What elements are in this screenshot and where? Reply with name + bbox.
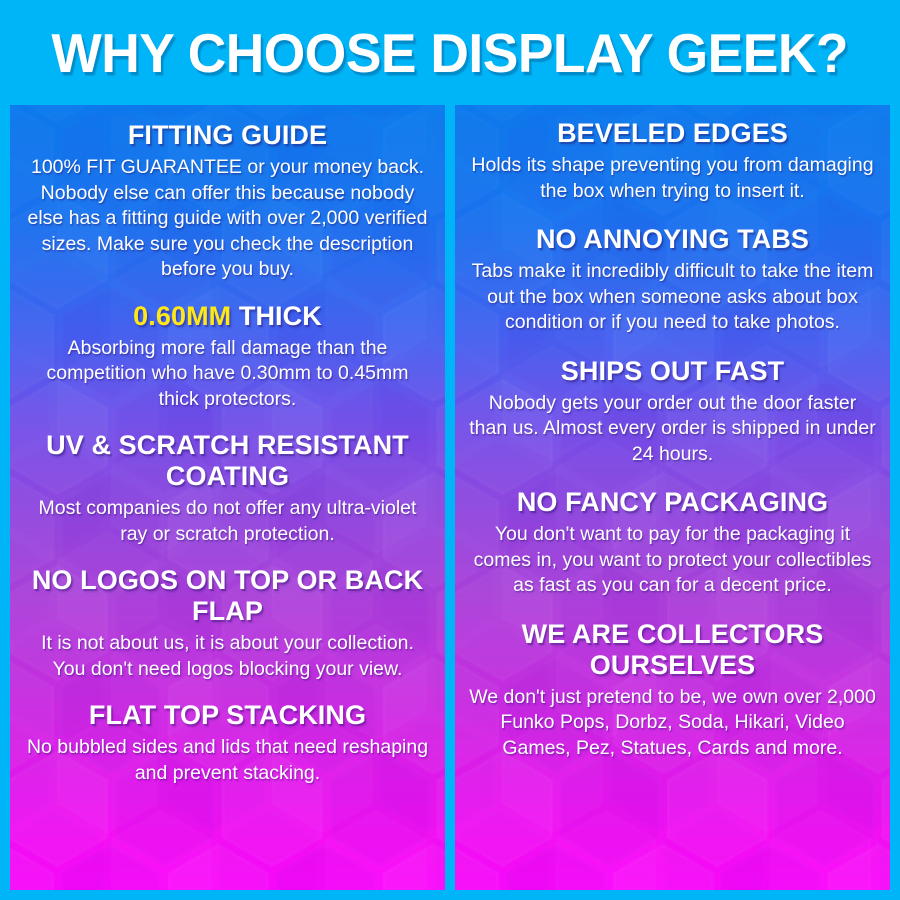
feature-title: WE ARE COLLECTORS OURSELVES [521, 618, 824, 680]
feature-block: FITTING GUIDE 100% FIT GUARANTEE or your … [24, 120, 431, 283]
feature-body: Absorbing more fall damage than the comp… [46, 336, 409, 410]
right-panel-content: BEVELED EDGES Holds its shape preventing … [455, 105, 890, 761]
feature-title: NO LOGOS ON TOP OR BACK FLAP [31, 565, 424, 626]
feature-title: UV & SCRATCH RESISTANT COATING [46, 430, 409, 491]
feature-title: NO ANNOYING TABS [535, 224, 810, 254]
feature-block: FLAT TOP STACKING No bubbled sides and li… [24, 700, 431, 786]
feature-block: NO FANCY PACKAGING You don't want to pay … [469, 487, 876, 599]
columns-wrapper: FITTING GUIDE 100% FIT GUARANTEE or your … [10, 105, 890, 890]
feature-title: BEVELED EDGES [557, 118, 788, 148]
feature-body: We don't just pretend to be, we own over… [469, 685, 876, 759]
feature-title: NO FANCY PACKAGING [516, 487, 829, 517]
page-title: WHY CHOOSE DISPLAY GEEK? [51, 21, 849, 84]
feature-body: 100% FIT GUARANTEE or your money back. N… [27, 156, 428, 280]
feature-title: SHIPS OUT FAST [560, 355, 785, 386]
feature-body: Holds its shape preventing you from dama… [471, 154, 874, 202]
feature-title-rest: THICK [231, 300, 322, 331]
feature-body: Nobody gets your order out the door fast… [469, 391, 876, 465]
feature-body: Tabs make it incredibly difficult to tak… [471, 260, 874, 333]
right-feature-panel: BEVELED EDGES Holds its shape preventing … [455, 105, 890, 890]
feature-block: WE ARE COLLECTORS OURSELVES We don't just… [469, 619, 876, 762]
feature-block: SHIPS OUT FAST Nobody gets your order out… [469, 356, 876, 468]
feature-body: No bubbled sides and lids that need resh… [26, 736, 429, 784]
feature-block: NO ANNOYING TABS Tabs make it incredibly … [469, 224, 876, 336]
feature-body: You don't want to pay for the packaging … [473, 523, 872, 596]
left-feature-panel: FITTING GUIDE 100% FIT GUARANTEE or your … [10, 105, 445, 890]
feature-body: Most companies do not offer any ultra-vi… [38, 497, 417, 545]
header-band: WHY CHOOSE DISPLAY GEEK? [0, 0, 900, 105]
feature-title: FLAT TOP STACKING [88, 700, 367, 730]
feature-block: 0.60MM THICK Absorbing more fall damage t… [24, 301, 431, 413]
feature-title: 0.60MM THICK [24, 301, 431, 332]
feature-title-highlight: 0.60MM [133, 300, 232, 331]
feature-block: BEVELED EDGES Holds its shape preventing … [469, 118, 876, 204]
feature-title: FITTING GUIDE [127, 120, 328, 150]
left-panel-content: FITTING GUIDE 100% FIT GUARANTEE or your … [10, 105, 445, 786]
feature-body: It is not about us, it is about your col… [41, 632, 414, 680]
feature-block: UV & SCRATCH RESISTANT COATING Most compa… [24, 430, 431, 547]
feature-block: NO LOGOS ON TOP OR BACK FLAP It is not ab… [24, 565, 431, 682]
